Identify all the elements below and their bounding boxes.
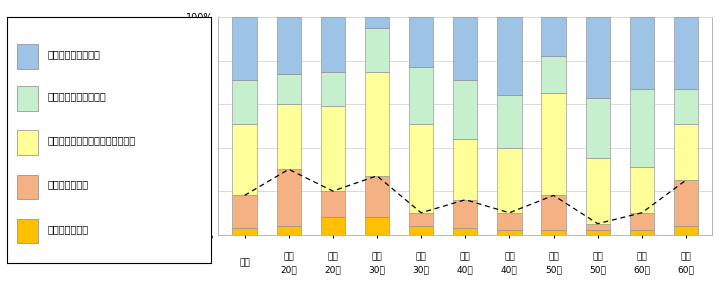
Text: 20代: 20代 bbox=[281, 265, 297, 274]
FancyBboxPatch shape bbox=[17, 174, 38, 199]
Text: 30代: 30代 bbox=[413, 265, 430, 274]
Bar bbox=[409, 17, 433, 67]
Text: 60代: 60代 bbox=[633, 265, 650, 274]
Bar bbox=[585, 224, 610, 230]
Text: 女性: 女性 bbox=[504, 252, 515, 261]
Bar bbox=[321, 106, 345, 191]
Bar bbox=[542, 195, 566, 230]
Bar bbox=[542, 93, 566, 195]
Text: 50代: 50代 bbox=[590, 265, 606, 274]
Text: あまり利用したくない: あまり利用したくない bbox=[48, 91, 107, 101]
Text: 全体: 全体 bbox=[239, 259, 250, 267]
Bar bbox=[674, 124, 698, 180]
Bar bbox=[409, 67, 433, 124]
Bar bbox=[276, 74, 301, 104]
Bar bbox=[585, 17, 610, 98]
Bar bbox=[365, 72, 389, 176]
Text: 女性: 女性 bbox=[327, 252, 338, 261]
Text: どちらともいえない・わからない: どちらともいえない・わからない bbox=[48, 135, 136, 145]
Bar bbox=[453, 228, 478, 235]
Bar bbox=[585, 158, 610, 224]
Text: 男性: 男性 bbox=[548, 252, 559, 261]
Text: 男性: 男性 bbox=[636, 252, 647, 261]
Bar bbox=[497, 213, 521, 230]
Text: 男性: 男性 bbox=[460, 252, 470, 261]
Bar bbox=[321, 72, 345, 106]
Text: 女性: 女性 bbox=[680, 252, 691, 261]
Bar bbox=[497, 230, 521, 235]
Bar bbox=[630, 213, 654, 230]
Text: 女性: 女性 bbox=[416, 252, 427, 261]
Text: 60代: 60代 bbox=[678, 265, 694, 274]
Text: まあ利用したい: まあ利用したい bbox=[48, 179, 89, 189]
Text: 30代: 30代 bbox=[369, 265, 385, 274]
Bar bbox=[233, 195, 257, 228]
Text: 50代: 50代 bbox=[545, 265, 562, 274]
Text: 全く利用したくない: 全く利用したくない bbox=[48, 49, 101, 59]
Text: 20代: 20代 bbox=[324, 265, 341, 274]
Bar bbox=[321, 191, 345, 217]
Bar bbox=[409, 213, 433, 226]
Bar bbox=[409, 226, 433, 235]
Bar bbox=[630, 17, 654, 89]
Text: 40代: 40代 bbox=[501, 265, 518, 274]
Bar bbox=[233, 228, 257, 235]
Text: 女性: 女性 bbox=[593, 252, 603, 261]
Bar bbox=[365, 28, 389, 72]
Bar bbox=[233, 80, 257, 124]
Bar bbox=[542, 230, 566, 235]
Bar bbox=[365, 217, 389, 235]
Bar bbox=[497, 148, 521, 213]
Bar bbox=[453, 139, 478, 200]
Bar bbox=[321, 217, 345, 235]
FancyBboxPatch shape bbox=[17, 86, 38, 111]
FancyBboxPatch shape bbox=[17, 44, 38, 69]
Bar bbox=[453, 17, 478, 80]
Bar bbox=[542, 17, 566, 56]
FancyBboxPatch shape bbox=[17, 130, 38, 155]
Text: 40代: 40代 bbox=[457, 265, 474, 274]
Bar bbox=[233, 17, 257, 80]
Bar bbox=[542, 56, 566, 93]
Bar bbox=[321, 17, 345, 72]
Bar bbox=[674, 180, 698, 226]
FancyBboxPatch shape bbox=[17, 219, 38, 243]
Bar bbox=[630, 167, 654, 213]
Bar bbox=[276, 17, 301, 74]
Bar bbox=[276, 226, 301, 235]
Bar bbox=[585, 98, 610, 158]
Text: ぜひ利用したい: ぜひ利用したい bbox=[48, 224, 89, 234]
Text: 男性: 男性 bbox=[371, 252, 382, 261]
Bar bbox=[453, 200, 478, 228]
Bar bbox=[233, 124, 257, 195]
Text: 男性: 男性 bbox=[284, 252, 294, 261]
Bar bbox=[630, 230, 654, 235]
Bar bbox=[674, 17, 698, 89]
Bar bbox=[674, 226, 698, 235]
Bar bbox=[585, 230, 610, 235]
Bar bbox=[276, 169, 301, 226]
Bar bbox=[497, 96, 521, 148]
Bar bbox=[674, 89, 698, 124]
Bar bbox=[630, 89, 654, 167]
Bar bbox=[365, 17, 389, 28]
Bar bbox=[276, 104, 301, 169]
Bar bbox=[453, 80, 478, 139]
Bar bbox=[365, 176, 389, 217]
Bar bbox=[497, 17, 521, 96]
Bar bbox=[409, 124, 433, 213]
